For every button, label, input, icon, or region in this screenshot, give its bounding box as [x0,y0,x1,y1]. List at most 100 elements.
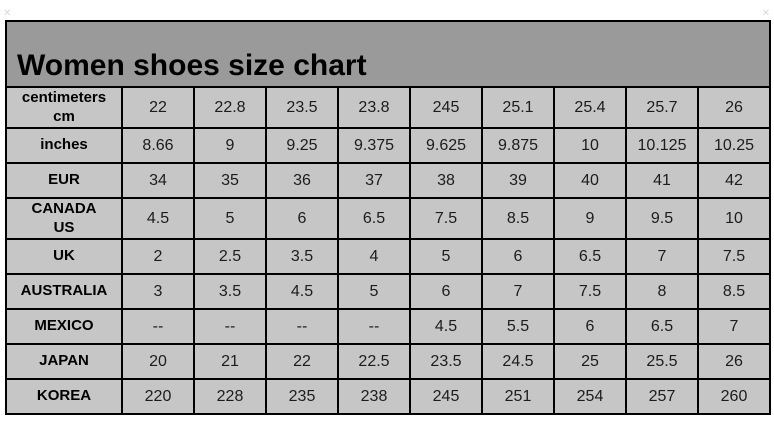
size-cell: 39 [481,162,555,199]
size-cell: 22.8 [193,86,267,129]
size-cell: 26 [697,343,771,380]
table-row: inches 8.66 9 9.25 9.375 9.625 9.875 10 10.125 10… [5,127,771,164]
size-cell: 6 [481,238,555,275]
size-cell: 6 [265,197,339,240]
size-cell: 260 [697,378,771,415]
size-cell: 254 [553,378,627,415]
table-row: centimeters cm 22 22.8 23.5 23.8 245 25.1 25.4 2… [5,86,771,129]
size-cell: 2 [121,238,195,275]
size-cell: 9.25 [265,127,339,164]
size-cell: 23.5 [409,343,483,380]
size-cell: 10.25 [697,127,771,164]
size-cell: 4 [337,238,411,275]
size-cell: 9.625 [409,127,483,164]
size-cell: 238 [337,378,411,415]
size-cell: 23.5 [265,86,339,129]
size-cell: 3.5 [193,273,267,310]
size-cell: 228 [193,378,267,415]
size-cell: 9 [553,197,627,240]
size-cell: 24.5 [481,343,555,380]
size-cell: 37 [337,162,411,199]
size-cell: 6.5 [553,238,627,275]
size-cell: 23.8 [337,86,411,129]
size-cell: 21 [193,343,267,380]
size-cell: 22 [265,343,339,380]
table-row: CANADA US 4.5 5 6 6.5 7.5 8.5 9 9.5 10 [5,197,771,240]
size-cell: 25.7 [625,86,699,129]
size-cell: 220 [121,378,195,415]
size-cell: 22.5 [337,343,411,380]
size-chart-table: Women shoes size chart centimeters cm 22 2… [5,20,771,415]
crop-handle-icon: ✕ [3,8,12,19]
table-row: MEXICO -- -- -- -- 4.5 5.5 6 6.5 7 [5,308,771,345]
size-cell: 25.1 [481,86,555,129]
size-cell: 9.375 [337,127,411,164]
size-cell: 4.5 [121,197,195,240]
size-cell: 8.5 [697,273,771,310]
size-cell: 257 [625,378,699,415]
size-cell: 7.5 [409,197,483,240]
size-cell: 6.5 [337,197,411,240]
size-cell: 8 [625,273,699,310]
row-label: CANADA US [5,197,123,240]
size-cell: 10.125 [625,127,699,164]
row-label: AUSTRALIA [5,273,123,310]
size-cell: 25 [553,343,627,380]
size-cell: 245 [409,86,483,129]
size-cell: 25.4 [553,86,627,129]
row-label: UK [5,238,123,275]
size-cell: 10 [697,197,771,240]
table-row: KOREA 220 228 235 238 245 251 254 257 260 [5,378,771,415]
size-cell: 22 [121,86,195,129]
row-label: KOREA [5,378,123,415]
size-cell: -- [121,308,195,345]
size-cell: 6 [553,308,627,345]
size-cell: 3 [121,273,195,310]
size-cell: -- [193,308,267,345]
size-cell: 251 [481,378,555,415]
size-cell: 5.5 [481,308,555,345]
size-cell: 3.5 [265,238,339,275]
row-label: MEXICO [5,308,123,345]
size-cell: 36 [265,162,339,199]
size-cell: 8.66 [121,127,195,164]
size-table-body: Women shoes size chart centimeters cm 22 2… [5,20,771,415]
table-row: UK 2 2.5 3.5 4 5 6 6.5 7 7.5 [5,238,771,275]
size-cell: 245 [409,378,483,415]
size-cell: 9 [193,127,267,164]
size-cell: 40 [553,162,627,199]
size-cell: 5 [193,197,267,240]
size-cell: 9.5 [625,197,699,240]
size-cell: 7.5 [553,273,627,310]
size-cell: -- [337,308,411,345]
table-row: JAPAN 20 21 22 22.5 23.5 24.5 25 25.5 26 [5,343,771,380]
size-cell: 41 [625,162,699,199]
row-label: inches [5,127,123,164]
crop-handle-icon: ✕ [761,8,770,19]
size-cell: 7 [697,308,771,345]
size-cell: 2.5 [193,238,267,275]
size-cell: 7 [625,238,699,275]
size-cell: 20 [121,343,195,380]
size-cell: 6 [409,273,483,310]
table-row: AUSTRALIA 3 3.5 4.5 5 6 7 7.5 8 8.5 [5,273,771,310]
size-cell: 4.5 [265,273,339,310]
size-cell: 7 [481,273,555,310]
size-cell: 4.5 [409,308,483,345]
size-cell: 7.5 [697,238,771,275]
size-cell: 38 [409,162,483,199]
row-label: centimeters cm [5,86,123,129]
size-cell: 34 [121,162,195,199]
size-cell: 8.5 [481,197,555,240]
page-title: Women shoes size chart [5,20,771,88]
row-label: JAPAN [5,343,123,380]
size-cell: 42 [697,162,771,199]
size-cell: 5 [409,238,483,275]
size-cell: -- [265,308,339,345]
row-label: EUR [5,162,123,199]
table-row: EUR 34 35 36 37 38 39 40 41 42 [5,162,771,199]
size-cell: 6.5 [625,308,699,345]
size-cell: 25.5 [625,343,699,380]
size-cell: 26 [697,86,771,129]
